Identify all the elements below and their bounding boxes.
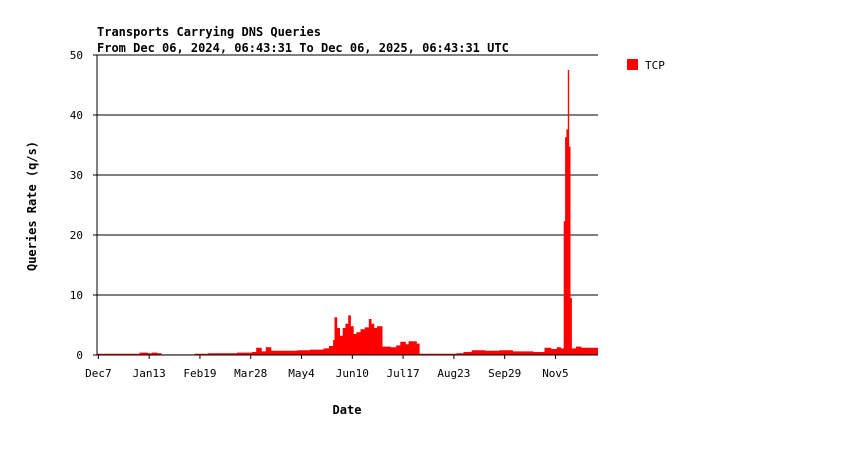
y-tick-labels: 0 10 20 30 40 50: [70, 49, 83, 362]
y-tick-label: 0: [76, 349, 83, 362]
x-tick-label: Aug23: [437, 367, 470, 380]
x-tick-label: Jun10: [336, 367, 369, 380]
x-tick-label: Dec7: [85, 367, 112, 380]
y-tick-label: 30: [70, 169, 83, 182]
y-tick-label: 40: [70, 109, 83, 122]
x-tick-labels: Dec7 Jan13 Feb19 Mar28 May4 Jun10 Jul17 Aug23 Se…: [85, 367, 569, 380]
y-tick-label: 50: [70, 49, 83, 62]
x-tick-label: Sep29: [488, 367, 521, 380]
gridlines: [93, 54, 598, 356]
plot-area: [97, 55, 598, 355]
plot-background: [97, 55, 598, 355]
x-tick-label: Feb19: [183, 367, 216, 380]
y-tick-label: 10: [70, 289, 83, 302]
x-tick-label: Nov5: [542, 367, 569, 380]
chart-title-line2: From Dec 06, 2024, 06:43:31 To Dec 06, 2…: [97, 41, 509, 55]
legend-label-tcp: TCP: [645, 59, 665, 72]
legend-swatch-tcp: [627, 59, 638, 70]
x-tick-label: Jul17: [387, 367, 420, 380]
y-axis-label: Queries Rate (q/s): [25, 141, 39, 271]
y-tick-label: 20: [70, 229, 83, 242]
axes: [96, 55, 598, 359]
legend: TCP: [627, 59, 665, 72]
chart-title-line1: Transports Carrying DNS Queries: [97, 25, 321, 39]
x-axis-label: Date: [333, 403, 362, 417]
x-tick-label: Jan13: [133, 367, 166, 380]
x-tick-label: Mar28: [234, 367, 267, 380]
x-tick-label: May4: [288, 367, 315, 380]
